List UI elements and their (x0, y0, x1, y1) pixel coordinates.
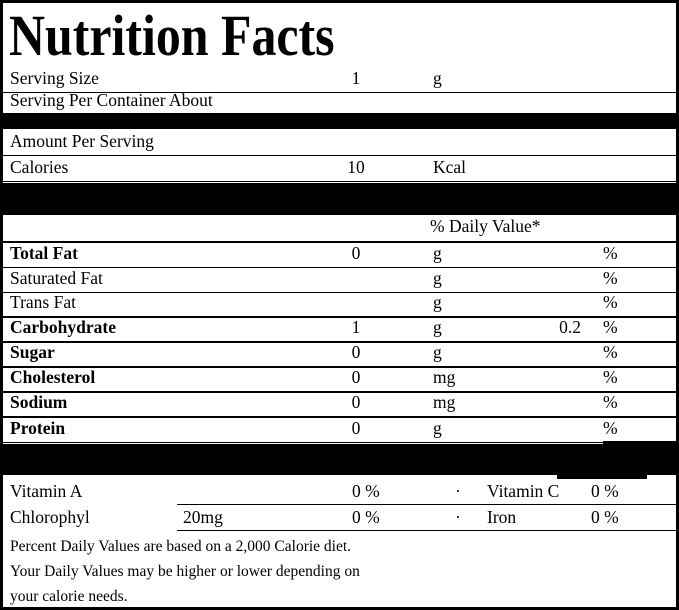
nutrient-name: Total Fat (10, 243, 78, 263)
serving-container-row: Serving Per Container About (3, 90, 676, 114)
nutrient-row-total-fat: Total Fat 0 g % (3, 243, 676, 268)
nutrient-unit: g (433, 292, 442, 312)
nutrient-pct: % (603, 342, 618, 362)
micronutrient-left-name: Vitamin A (10, 481, 83, 501)
separator-bar-thick-top (3, 183, 676, 215)
separator-bar-notch-bottom (557, 475, 647, 479)
micronutrient-right-pct: 0 % (591, 481, 619, 501)
nutrient-pct: % (603, 367, 618, 387)
nutrient-pct: % (603, 392, 618, 412)
nutrient-name: Saturated Fat (10, 268, 103, 288)
nutrient-name: Trans Fat (10, 292, 76, 312)
nutrient-row-trans-fat: Trans Fat g % (3, 292, 676, 318)
micronutrient-row-vitamins: Vitamin A 0 % · Vitamin C 0 % (3, 479, 676, 505)
nutrient-pct: % (603, 418, 618, 438)
nutrient-row-sugar: Sugar 0 g % (3, 342, 676, 368)
nutrient-unit: g (433, 418, 442, 438)
nutrient-name: Protein (10, 418, 66, 438)
nutrient-value: 0 (351, 342, 361, 362)
daily-value-header: % Daily Value* (430, 216, 541, 236)
partial-divider (177, 530, 676, 531)
micronutrient-right-name: Iron (487, 507, 517, 527)
serving-size-label: Serving Size (10, 68, 99, 88)
label-title: Nutrition Facts (9, 3, 335, 68)
nutrient-row-sodium: Sodium 0 mg % (3, 392, 676, 418)
nutrient-unit: g (433, 342, 442, 362)
nutrient-value: 1 (351, 317, 361, 337)
micronutrient-left-name: Chlorophyl (10, 507, 90, 527)
calories-row: Calories 10 Kcal (3, 156, 676, 182)
nutrient-row-carbohydrate: Carbohydrate 1 g 0.2 % (3, 317, 676, 343)
footnote-line: Your Daily Values may be higher or lower… (10, 563, 360, 580)
micronutrient-row-minerals: Chlorophyl 20mg 0 % · Iron 0 % (3, 505, 676, 531)
nutrient-name: Cholesterol (10, 367, 96, 387)
nutrient-unit: g (433, 268, 442, 288)
separator-bar-thick-bottom (3, 444, 676, 475)
micronutrient-right-pct: 0 % (591, 507, 619, 527)
calories-value: 10 (347, 157, 365, 177)
separator-bar-thin (3, 113, 676, 129)
nutrient-pct: % (603, 292, 618, 312)
nutrient-pct: % (603, 243, 618, 263)
amount-per-serving-label: Amount Per Serving (10, 131, 154, 151)
nutrient-value: 0 (351, 367, 361, 387)
serving-size-row: Serving Size 1 g (3, 67, 676, 93)
serving-container-label: Serving Per Container About (10, 90, 213, 110)
footnote-line: Percent Daily Values are based on a 2,00… (10, 538, 352, 555)
partial-divider (177, 504, 676, 505)
nutrient-value: 0 (351, 392, 361, 412)
daily-value-header-row: % Daily Value* (3, 216, 676, 243)
nutrient-unit: g (433, 243, 442, 263)
amount-per-serving-row: Amount Per Serving (3, 130, 676, 156)
nutrient-dv: 0.2 (559, 317, 581, 337)
nutrient-unit: g (433, 317, 442, 337)
nutrient-pct: % (603, 317, 618, 337)
serving-size-unit: g (433, 68, 442, 88)
nutrient-value: 0 (351, 418, 361, 438)
calories-label: Calories (10, 157, 69, 177)
nutrient-name: Sodium (10, 392, 68, 412)
nutrient-unit: mg (433, 392, 456, 412)
calories-unit: Kcal (433, 157, 467, 177)
bullet-separator: · (455, 481, 461, 501)
micronutrient-left-pct: 0 % (352, 507, 380, 527)
separator-bar-notch-top (603, 441, 676, 445)
nutrient-value: 0 (351, 243, 361, 263)
nutrient-name: Carbohydrate (10, 317, 116, 337)
micronutrient-left-amount: 20mg (183, 507, 223, 527)
micronutrient-right-name: Vitamin C (487, 481, 560, 501)
nutrient-row-saturated-fat: Saturated Fat g % (3, 268, 676, 293)
serving-size-value: 1 (351, 68, 361, 88)
nutrient-row-cholesterol: Cholesterol 0 mg % (3, 367, 676, 393)
nutrient-pct: % (603, 268, 618, 288)
nutrient-unit: mg (433, 367, 456, 387)
nutrient-name: Sugar (10, 342, 55, 362)
nutrient-row-protein: Protein 0 g % (3, 418, 676, 443)
bullet-separator: · (455, 507, 461, 527)
footnote-line: your calorie needs. (10, 588, 128, 605)
micronutrient-left-pct: 0 % (352, 481, 380, 501)
